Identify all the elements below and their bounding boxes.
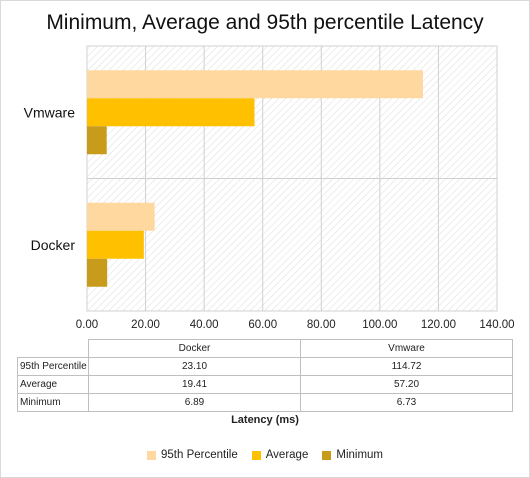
bar-minimum-docker (87, 258, 108, 287)
data-table-cell: 57.20 (300, 375, 513, 394)
data-table-series-name: Average (17, 375, 89, 394)
x-tick-label: 20.00 (131, 319, 160, 331)
legend-label: Minimum (336, 449, 383, 461)
legend-item-average: Average (251, 449, 309, 461)
x-tick-label: 140.00 (479, 319, 514, 331)
x-tick-label: 0.00 (76, 319, 98, 331)
bar-95th-percentile-vmware (87, 70, 423, 99)
bar-plot: 0.00 20.00 40.00 60.00 80.00 100.00 120.00 140.… (24, 45, 515, 331)
x-tick-label: 120.00 (421, 319, 456, 331)
data-table-cell: 6.89 (88, 393, 301, 412)
data-table-cell: 23.10 (88, 357, 301, 376)
bar-average-docker (87, 230, 144, 259)
x-tick-label: 40.00 (190, 319, 219, 331)
data-table-header-docker: Docker (88, 339, 301, 358)
data-table-header-row: Docker Vmware (17, 339, 513, 358)
legend-item-minimum: Minimum (322, 449, 383, 461)
category-label: Vmware (24, 104, 76, 120)
legend-swatch (322, 450, 332, 460)
data-table-cell: 6.73 (300, 393, 513, 412)
x-tick-label: 60.00 (248, 319, 277, 331)
data-table-row: Minimum 6.89 6.73 (17, 393, 513, 412)
category-label: Docker (31, 237, 76, 253)
legend-item-95th-percentile: 95th Percentile (147, 449, 238, 461)
bar-95th-percentile-docker (87, 202, 155, 231)
data-table-corner (17, 339, 89, 358)
bar-average-vmware (87, 98, 255, 127)
legend-swatch (251, 450, 261, 460)
data-table-row: 95th Percentile 23.10 114.72 (17, 357, 513, 376)
legend-swatch (147, 450, 156, 460)
legend: 95th Percentile Average Minimum (1, 449, 529, 461)
data-table-cell: 19.41 (88, 375, 301, 394)
chart-title: Minimum, Average and 95th percentile Lat… (46, 11, 484, 34)
bar-minimum-vmware (87, 126, 107, 155)
data-table: Docker Vmware 95th Percentile 23.10 114.… (17, 339, 513, 412)
legend-label: Average (265, 449, 309, 461)
data-table-row: Average 19.41 57.20 (17, 375, 513, 394)
x-tick-label: 100.00 (362, 319, 397, 331)
legend-label: 95th Percentile (161, 449, 238, 461)
data-table-cell: 114.72 (300, 357, 513, 376)
data-table-series-name: Minimum (17, 393, 89, 412)
x-tick-label: 80.00 (307, 319, 336, 331)
data-table-series-name: 95th Percentile (17, 357, 89, 376)
data-table-header-vmware: Vmware (300, 339, 513, 358)
x-axis-title: Latency (ms) (231, 414, 299, 426)
